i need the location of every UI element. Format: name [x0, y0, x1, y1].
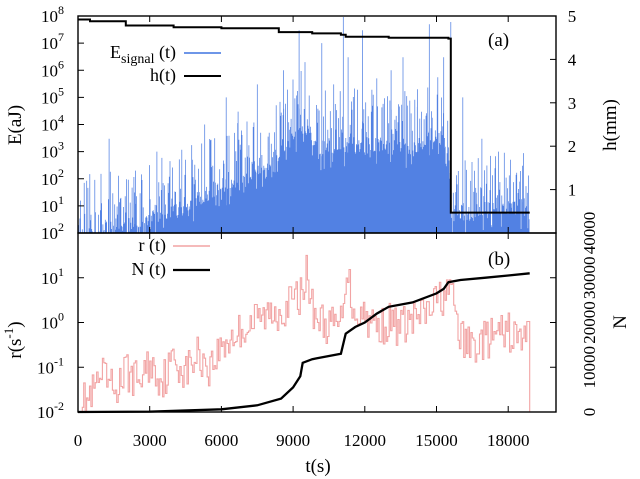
panel-a-plot-area — [78, 17, 530, 233]
panel-a-left-tick-label: 102 — [41, 166, 64, 189]
x-tick-label: 18000 — [487, 431, 530, 450]
legend-h-label: h(t) — [150, 65, 176, 86]
panel-a-right-tick-label: 2 — [568, 137, 577, 156]
panel-a-left-tick-label: 107 — [41, 30, 64, 53]
panel-b-right-tick-label: 10000 — [580, 346, 599, 389]
panel-a-right-tick-label: 5 — [568, 7, 577, 26]
panel-b-left-axis-label: r(s-1) — [1, 321, 26, 358]
legend-r-label: r (t) — [139, 235, 166, 256]
panel-b-left-tick-label: 10-1 — [37, 354, 64, 377]
panel-b-right-tick-label: 20000 — [580, 301, 599, 344]
panel-a: 102 101 102 103 104 105 106 107 108 1 2 3 4 5 (a) E(a… — [5, 3, 621, 243]
panel-b-right-tick-label: 0 — [580, 408, 599, 417]
legend-signal-label: Esignal (t) — [110, 42, 176, 67]
x-tick-label: 15000 — [415, 431, 458, 450]
panel-b-right-axis-label: N — [610, 315, 631, 329]
h-thickness-line — [78, 18, 530, 214]
panel-a-left-tick-label: 108 — [41, 3, 64, 26]
panel-a-right-axis-label: h(mm) — [600, 99, 621, 151]
panel-b-right-tick-label: 30000 — [580, 257, 599, 300]
cumulative-events-line — [77, 272, 530, 414]
panel-a-right-tick-label: 4 — [568, 50, 577, 69]
panel-b-plot-area — [77, 254, 531, 414]
panel-a-left-tick-label: 104 — [41, 112, 64, 135]
legend-N-label: N (t) — [132, 259, 167, 280]
panel-b-left-tick-label: 100 — [41, 310, 64, 333]
panel-b-label: (b) — [488, 249, 510, 270]
panel-a-left-tick-label: 102 — [41, 220, 64, 243]
x-tick-label: 3000 — [133, 431, 167, 450]
panel-a-left-tick-label: 106 — [41, 57, 64, 80]
legend-signal-subscript: signal — [121, 52, 155, 67]
panel-a-right-tick-label: 3 — [568, 94, 577, 113]
x-tick-label: 12000 — [344, 431, 387, 450]
panel-a-left-axis-label: E(aJ) — [5, 105, 26, 145]
panel-a-right-tick-label: 1 — [568, 181, 577, 200]
panel-b-left-tick-label: 10-2 — [37, 399, 64, 422]
x-axis-label: t(s) — [305, 456, 330, 477]
panel-b-legend: r (t) N (t) — [132, 235, 210, 280]
panel-b-right-tick-label: 40000 — [580, 212, 599, 255]
panel-a-label: (a) — [488, 30, 509, 51]
x-tick-label: 0 — [74, 431, 83, 450]
panel-a-left-tick-label: 101 — [41, 193, 64, 216]
panel-a-left-tick-label: 103 — [41, 139, 64, 162]
panel-a-ticks: 102 101 102 103 104 105 106 107 108 1 2 3 4 5 — [41, 3, 577, 243]
signal-energy-spikes — [78, 17, 530, 233]
event-rate-line — [78, 254, 531, 413]
x-tick-label: 6000 — [204, 431, 238, 450]
panel-a-legend: Esignal (t) h(t) — [110, 42, 221, 86]
panel-b-left-tick-label: 101 — [41, 265, 64, 288]
panel-a-left-tick-label: 105 — [41, 84, 64, 107]
x-tick-label: 9000 — [276, 431, 310, 450]
